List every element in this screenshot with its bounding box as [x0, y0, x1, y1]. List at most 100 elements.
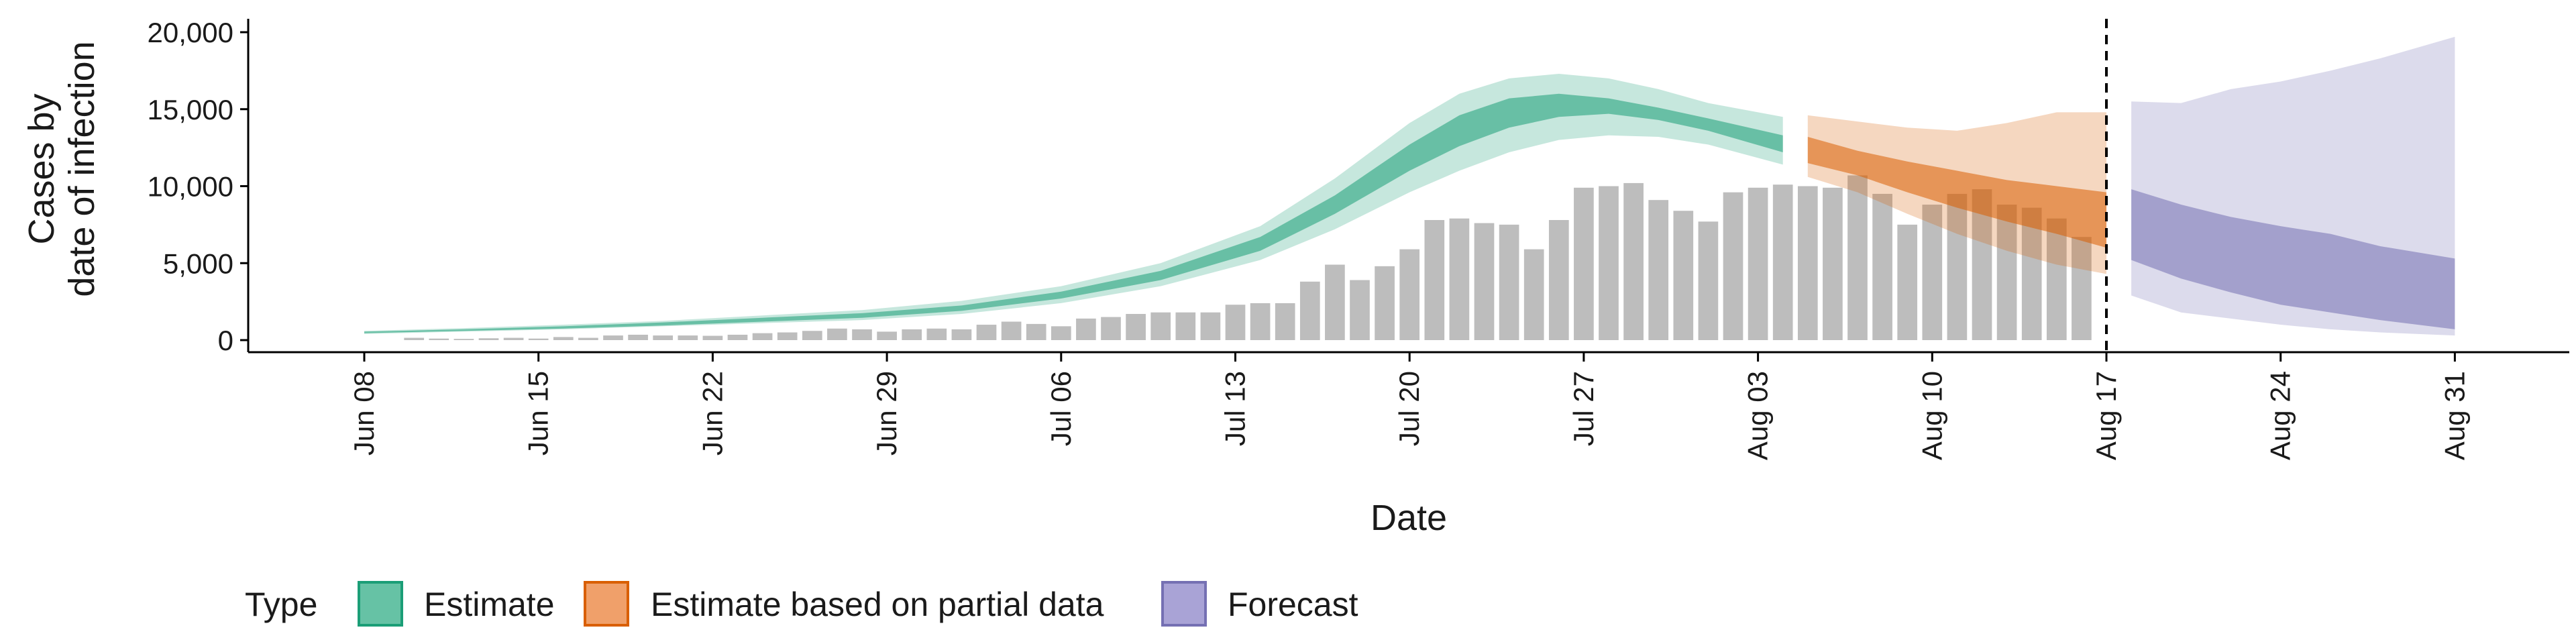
- bar: [727, 334, 748, 340]
- x-tick-label: Jun 29: [871, 371, 902, 455]
- x-tick-label: Jun 15: [523, 371, 554, 455]
- y-axis-title-line-1: Cases by: [21, 93, 62, 244]
- y-axis-title-line-2: date of infection: [62, 41, 102, 297]
- bar: [1076, 318, 1096, 340]
- bar: [1299, 281, 1320, 340]
- bar: [1847, 175, 1868, 340]
- bar: [1698, 221, 1719, 340]
- legend: Type Estimate Estimate based on partial …: [245, 581, 1358, 627]
- bar: [404, 337, 425, 340]
- bar: [553, 337, 574, 340]
- legend-key-forecast: [1161, 581, 1207, 627]
- legend-title: Type: [245, 586, 317, 623]
- x-tick-label: Aug 24: [2265, 371, 2296, 460]
- bar: [1150, 312, 1171, 340]
- legend-label-estimate: Estimate: [424, 586, 555, 623]
- bar: [1872, 193, 1892, 340]
- bar: [802, 331, 822, 340]
- forecast-inner-band: [2131, 189, 2455, 329]
- y-tick-label: 0: [218, 325, 233, 356]
- bar: [1648, 200, 1669, 340]
- bar: [951, 329, 972, 340]
- bar: [1897, 224, 1918, 340]
- x-axis-title: Date: [1371, 498, 1447, 538]
- bar: [1101, 317, 1121, 340]
- bar: [1449, 218, 1470, 340]
- bar: [1225, 305, 1246, 340]
- bar: [578, 337, 598, 340]
- bar: [1623, 182, 1644, 340]
- bar: [1399, 249, 1420, 340]
- bar: [1275, 303, 1295, 340]
- bar: [653, 335, 674, 340]
- bar: [1375, 266, 1395, 340]
- legend-label-forecast: Forecast: [1228, 586, 1358, 623]
- bars: [404, 175, 2092, 340]
- bar: [1797, 186, 1818, 340]
- bar: [1474, 223, 1495, 340]
- bar: [1548, 219, 1569, 340]
- bar: [1001, 321, 1022, 340]
- bar: [1523, 249, 1544, 340]
- bar: [2046, 218, 2067, 340]
- bar: [1947, 193, 1968, 340]
- bar: [926, 328, 947, 340]
- x-ticks: Jun 08 Jun 15 Jun 22 Jun 29 Jul 06 Jul 13 Jul …: [348, 352, 2470, 460]
- bar: [1250, 303, 1271, 340]
- bar: [976, 325, 997, 340]
- bar: [628, 334, 648, 340]
- bar: [429, 338, 449, 340]
- bar: [2072, 237, 2092, 340]
- bar: [2021, 207, 2042, 340]
- x-tick-label: Aug 17: [2090, 371, 2122, 460]
- bar: [827, 328, 847, 340]
- bar: [852, 329, 872, 340]
- legend-label-partial: Estimate based on partial data: [651, 586, 1104, 623]
- y-tick-label: 20,000: [148, 17, 233, 48]
- bar: [1996, 205, 2017, 340]
- legend-key-estimate: [358, 581, 403, 627]
- x-tick-label: Jul 20: [1393, 371, 1425, 446]
- partial-inner-band: [1807, 137, 2106, 248]
- bar: [678, 335, 698, 340]
- x-tick-label: Jul 06: [1045, 371, 1077, 446]
- y-tick-label: 5,000: [163, 248, 233, 279]
- x-tick-label: Jun 22: [696, 371, 728, 455]
- bar: [877, 331, 897, 340]
- bar: [702, 335, 723, 340]
- x-tick-label: Jul 13: [1220, 371, 1251, 446]
- bar: [1126, 313, 1146, 340]
- bar: [1200, 312, 1221, 340]
- bar: [1424, 219, 1445, 340]
- bar: [1350, 280, 1370, 340]
- bar: [1499, 224, 1519, 340]
- y-tick-label: 10,000: [148, 171, 233, 203]
- x-tick-label: Aug 03: [1742, 371, 1774, 460]
- x-tick-label: Aug 10: [1916, 371, 1947, 460]
- bar: [1325, 264, 1345, 340]
- bar: [603, 335, 623, 340]
- y-ticks: 0 5,000 10,000 15,000 20,000: [148, 17, 248, 356]
- bar: [1599, 186, 1619, 340]
- legend-key-partial: [584, 581, 629, 627]
- bar: [453, 339, 474, 340]
- bar: [752, 333, 773, 340]
- bar: [1574, 187, 1594, 340]
- bar: [1673, 211, 1694, 340]
- bar: [528, 338, 549, 340]
- bar: [478, 338, 499, 340]
- bar: [1922, 205, 1943, 340]
- bar: [1748, 187, 1768, 340]
- bar: [777, 332, 798, 340]
- bar: [1772, 184, 1793, 340]
- x-tick-label: Aug 31: [2438, 371, 2470, 460]
- bar: [503, 337, 524, 340]
- bar: [902, 329, 922, 340]
- x-tick-label: Jul 27: [1568, 371, 1599, 446]
- bar: [1175, 312, 1196, 340]
- x-tick-label: Jun 08: [348, 371, 380, 455]
- bar: [1723, 192, 1743, 340]
- estimate-inner-band: [364, 93, 1783, 333]
